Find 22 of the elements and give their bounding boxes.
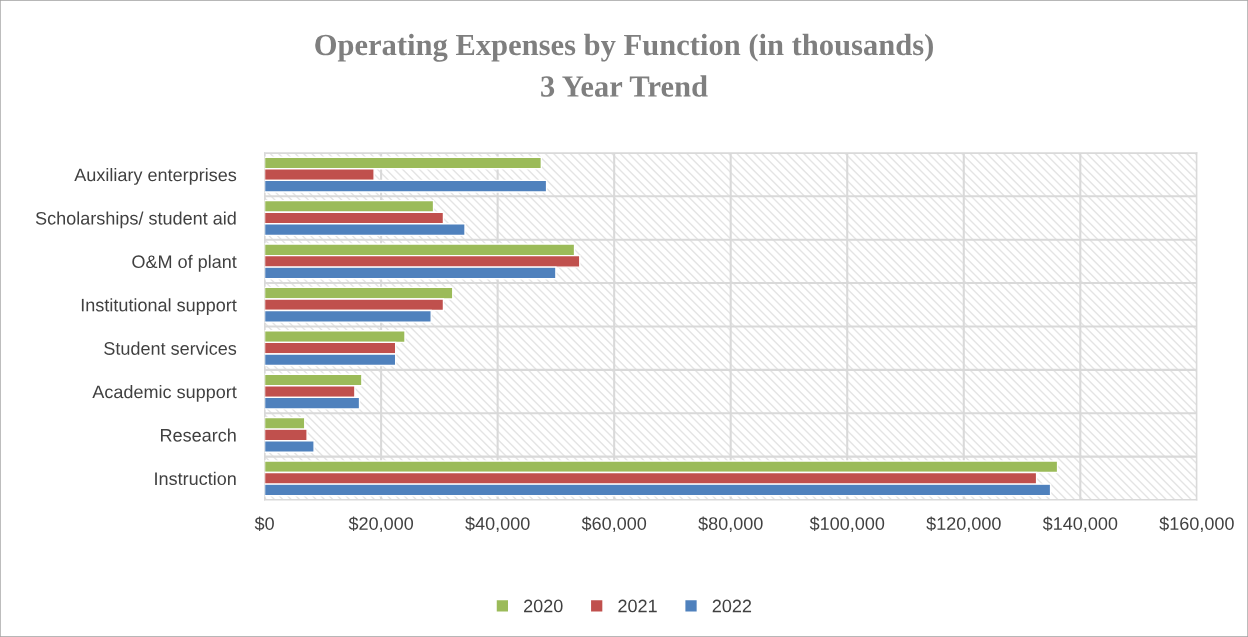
x-tick-label: $60,000	[581, 516, 647, 533]
x-tick-label: $160,000	[1159, 516, 1234, 533]
x-tick-label: $140,000	[1042, 516, 1118, 533]
x-tick-label: $20,000	[348, 516, 414, 533]
x-tick-label: $40,000	[465, 516, 530, 533]
x-tick-label: $120,000	[926, 516, 1001, 533]
x-tick-label: $80,000	[698, 516, 763, 533]
x-tick-label: $0	[254, 516, 274, 532]
y-tick-label: Academic support	[92, 385, 237, 402]
chart-title: Operating Expenses by Function (in thousands)	[315, 33, 933, 62]
y-tick-label: O&M of plant	[132, 254, 237, 272]
legend-label: 2021	[618, 599, 657, 613]
y-tick-label: Instruction	[155, 471, 236, 486]
y-tick-label: Research	[161, 428, 236, 442]
y-tick-label: Institutional support	[81, 298, 237, 316]
chart-subtitle: 3 Year Trend	[541, 75, 708, 97]
y-tick-label: Student services	[104, 341, 237, 355]
y-tick-label: Scholarships/ student aid	[35, 211, 236, 229]
legend-label: 2020	[524, 599, 563, 613]
x-tick-label: $100,000	[809, 516, 885, 533]
y-tick-label: Auxiliary enterprises	[74, 168, 237, 185]
legend-label: 2022	[712, 599, 752, 613]
